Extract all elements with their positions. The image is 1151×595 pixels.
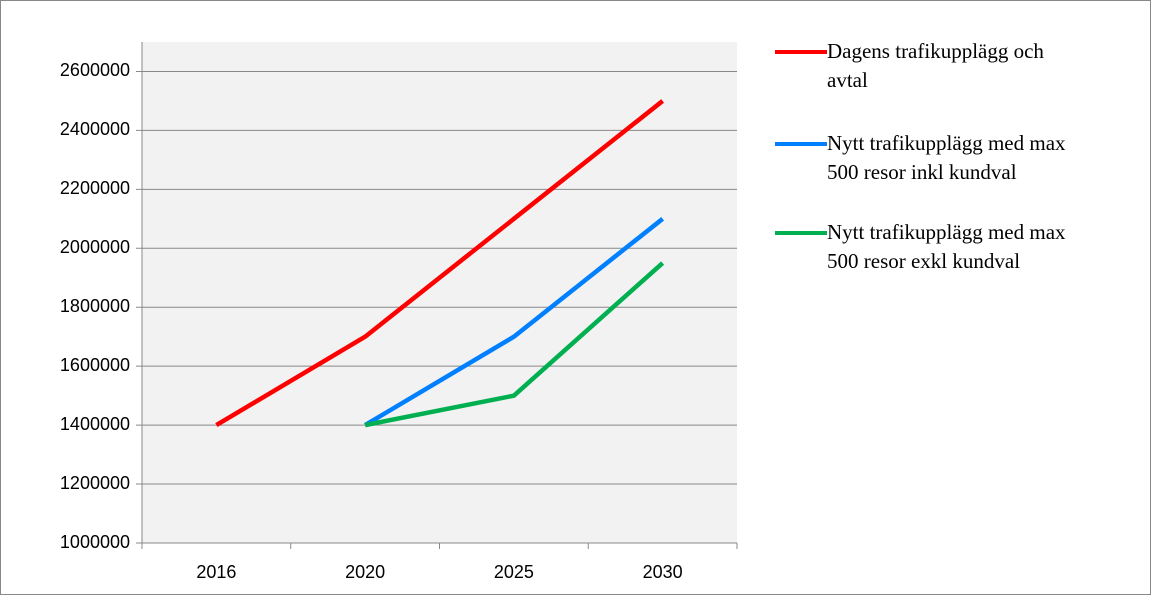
x-tick-label: 2030: [643, 562, 683, 582]
plot-area: [142, 42, 737, 543]
y-tick-label: 1200000: [60, 473, 130, 493]
legend-item: Nytt trafikupplägg med max 500 resor exk…: [775, 218, 1075, 276]
legend-label: Nytt trafikupplägg med max 500 resor ink…: [827, 131, 1066, 184]
series-line: [364, 261, 665, 428]
legend-label: Dagens trafikupplägg och avtal: [827, 39, 1044, 92]
y-tick-label: 1400000: [60, 414, 130, 434]
legend-swatch: [775, 142, 827, 146]
legend-item: Dagens trafikupplägg och avtal: [775, 37, 1075, 95]
y-tick-label: 2000000: [60, 237, 130, 257]
legend-item: Nytt trafikupplägg med max 500 resor ink…: [775, 129, 1075, 187]
y-tick-label: 1800000: [60, 296, 130, 316]
x-tick-label: 2020: [345, 562, 385, 582]
legend-label: Nytt trafikupplägg med max 500 resor exk…: [827, 220, 1066, 273]
y-tick-label: 2600000: [60, 60, 130, 80]
y-tick-label: 2400000: [60, 119, 130, 139]
y-tick-label: 2200000: [60, 178, 130, 198]
series-line: [363, 217, 665, 428]
legend-swatch: [775, 231, 827, 235]
series-line: [215, 99, 665, 428]
x-tick-label: 2016: [196, 562, 236, 582]
x-tick-label: 2025: [494, 562, 534, 582]
y-tick-label: 1600000: [60, 355, 130, 375]
y-tick-label: 1000000: [60, 532, 130, 552]
legend-swatch: [775, 50, 827, 54]
